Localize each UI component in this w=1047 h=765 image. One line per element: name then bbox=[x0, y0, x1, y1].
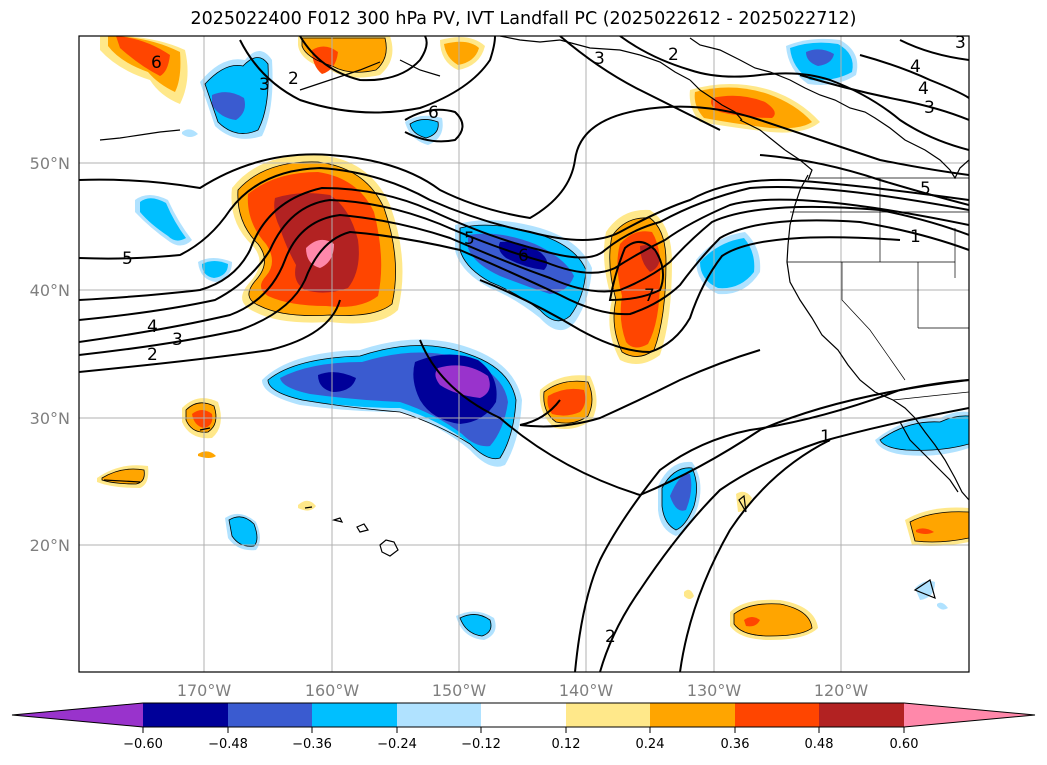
contour-label: 3 bbox=[259, 75, 270, 95]
colorbar-swatch bbox=[650, 703, 735, 727]
longitude-label: 140°W bbox=[558, 681, 614, 700]
pv-shading bbox=[97, 36, 969, 640]
colorbar-tick-label: 0.36 bbox=[720, 737, 750, 752]
colorbar-swatch bbox=[819, 703, 904, 727]
colorbar-tick-label: −0.60 bbox=[123, 737, 163, 752]
contour-label: 3 bbox=[955, 33, 966, 53]
colorbar-swatch bbox=[312, 703, 397, 727]
contour-label: 7 bbox=[644, 286, 655, 306]
contour-label-group: 6 2 3 3 4 2 3 6 4 5 1 5 5 6 4 3 2 7 1 2 … bbox=[122, 33, 966, 647]
colorbar-tick-label: −0.24 bbox=[377, 737, 417, 752]
longitude-label: 150°W bbox=[431, 681, 487, 700]
longitude-label: 170°W bbox=[176, 681, 232, 700]
contour-label: 4 bbox=[918, 79, 929, 99]
contour-label: 5 bbox=[122, 249, 133, 269]
contour-label: 3 bbox=[594, 49, 605, 69]
colorbar-extend-high bbox=[904, 703, 1035, 727]
contour-label: 2 bbox=[147, 345, 158, 365]
contour-label: 1 bbox=[820, 427, 831, 447]
longitude-label: 130°W bbox=[686, 681, 742, 700]
colorbar-tick-label: −0.36 bbox=[292, 737, 332, 752]
contour-label: 5 bbox=[920, 179, 931, 199]
contour-label: 4 bbox=[910, 57, 921, 77]
colorbar-swatch bbox=[481, 703, 566, 727]
colorbar-tick-label: 0.24 bbox=[635, 737, 665, 752]
map-area: 6 2 3 3 4 2 3 6 4 5 1 5 5 6 4 3 2 7 1 2 … bbox=[79, 33, 969, 672]
contour-label: 1 bbox=[910, 227, 921, 247]
colorbar-swatch bbox=[143, 703, 228, 727]
state-borders bbox=[787, 177, 969, 401]
colorbar-tick-label: −0.48 bbox=[208, 737, 248, 752]
contour-label: 2 bbox=[605, 627, 616, 647]
contour-label: 6 bbox=[151, 53, 162, 73]
longitude-label: 120°W bbox=[813, 681, 869, 700]
contour-label: 6 bbox=[428, 103, 439, 123]
longitude-label: 160°W bbox=[304, 681, 360, 700]
latitude-label: 40°N bbox=[29, 281, 70, 300]
colorbar-swatch bbox=[228, 703, 312, 727]
contour-label: 2 bbox=[668, 45, 679, 65]
colorbar-extend-low bbox=[12, 703, 143, 727]
colorbar-tick-label: 0.48 bbox=[804, 737, 834, 752]
contour-label: 4 bbox=[147, 317, 158, 337]
latitude-label: 50°N bbox=[29, 154, 70, 173]
colorbar-swatch bbox=[735, 703, 819, 727]
colorbar-swatch bbox=[566, 703, 650, 727]
colorbar-swatch bbox=[397, 703, 481, 727]
contour-label: 3 bbox=[172, 330, 183, 350]
colorbar bbox=[11, 702, 1036, 733]
latitude-label: 30°N bbox=[29, 409, 70, 428]
contour-label: 2 bbox=[288, 69, 299, 89]
latitude-label: 20°N bbox=[29, 536, 70, 555]
contour-label: 3 bbox=[924, 98, 935, 118]
contour-label: 5 bbox=[464, 229, 475, 249]
colorbar-tick-label: −0.12 bbox=[461, 737, 501, 752]
contour-label: 6 bbox=[518, 246, 529, 266]
colorbar-tick-label: 0.12 bbox=[551, 737, 581, 752]
colorbar-tick-label: 0.60 bbox=[889, 737, 919, 752]
map-title: 2025022400 F012 300 hPa PV, IVT Landfall… bbox=[190, 9, 857, 29]
map-frame bbox=[78, 35, 970, 673]
ivt-contours bbox=[79, 36, 969, 672]
